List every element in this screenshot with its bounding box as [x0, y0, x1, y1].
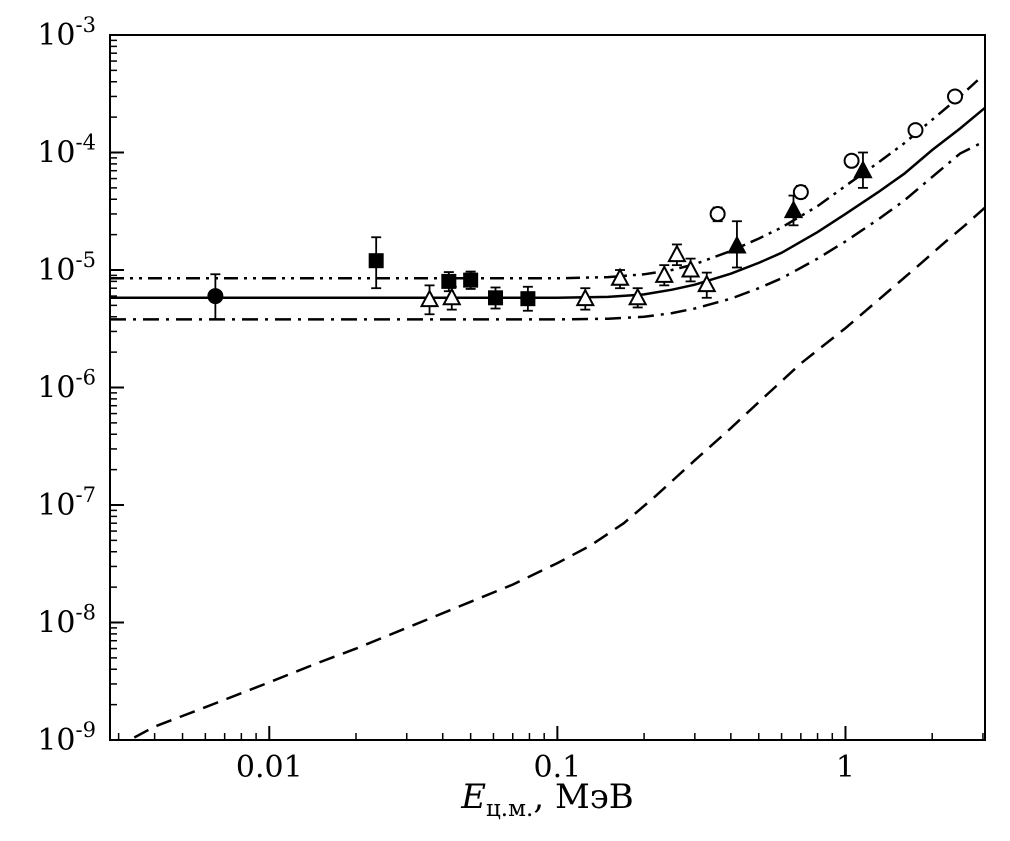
open-circle-marker	[709, 205, 726, 222]
x-tick-label: 1	[836, 750, 855, 785]
y-tick-label: 10-4	[37, 131, 96, 171]
filled-square-marker	[488, 290, 504, 306]
filled-circle-marker	[207, 288, 224, 305]
open-triangle-marker	[442, 287, 462, 306]
x-tick-label: 0.01	[236, 750, 303, 785]
plot-frame	[109, 34, 986, 741]
open-circle-marker	[947, 88, 964, 105]
x-tick-label: 0.1	[534, 750, 582, 785]
filled-triangle-marker	[783, 200, 804, 219]
open-triangle-data	[419, 243, 717, 316]
open-triangle-marker	[680, 259, 701, 278]
filled-triangle-data	[727, 151, 873, 269]
central-fit-curve	[110, 106, 985, 300]
open-triangle-marker	[697, 274, 717, 293]
filled-triangle-marker	[727, 235, 747, 254]
filled-square-marker	[520, 291, 536, 307]
y-tick-label: 10-9	[37, 718, 96, 758]
filled-square-marker	[463, 272, 479, 288]
y-tick-label: 10-6	[37, 366, 96, 406]
open-triangle-marker	[575, 288, 595, 307]
filled-triangle-marker	[853, 160, 873, 179]
open-triangle-marker	[628, 287, 648, 306]
filled-square-data	[368, 236, 536, 312]
open-triangle-marker	[667, 244, 687, 263]
open-circle-marker	[843, 152, 860, 169]
open-circle-marker	[792, 184, 809, 201]
y-tick-label: 10-8	[37, 601, 96, 641]
filled-square-marker	[368, 253, 384, 269]
filled-square-marker	[441, 273, 457, 289]
y-tick-label: 10-7	[37, 483, 96, 523]
filled-circle-data	[207, 273, 224, 321]
open-triangle-marker	[419, 288, 440, 308]
lower-band-curve	[110, 139, 985, 321]
open-circle-marker	[907, 122, 924, 139]
upper-band-curve	[110, 78, 980, 280]
y-tick-label: 10-5	[37, 248, 96, 288]
open-circle-data	[709, 88, 964, 223]
open-triangle-marker	[610, 267, 630, 286]
y-tick-label: 10-3	[37, 13, 96, 53]
x-axis-title: Eц.м., МэВ	[460, 777, 634, 822]
open-triangle-marker	[654, 264, 674, 283]
dashed-model-curve	[133, 206, 985, 739]
